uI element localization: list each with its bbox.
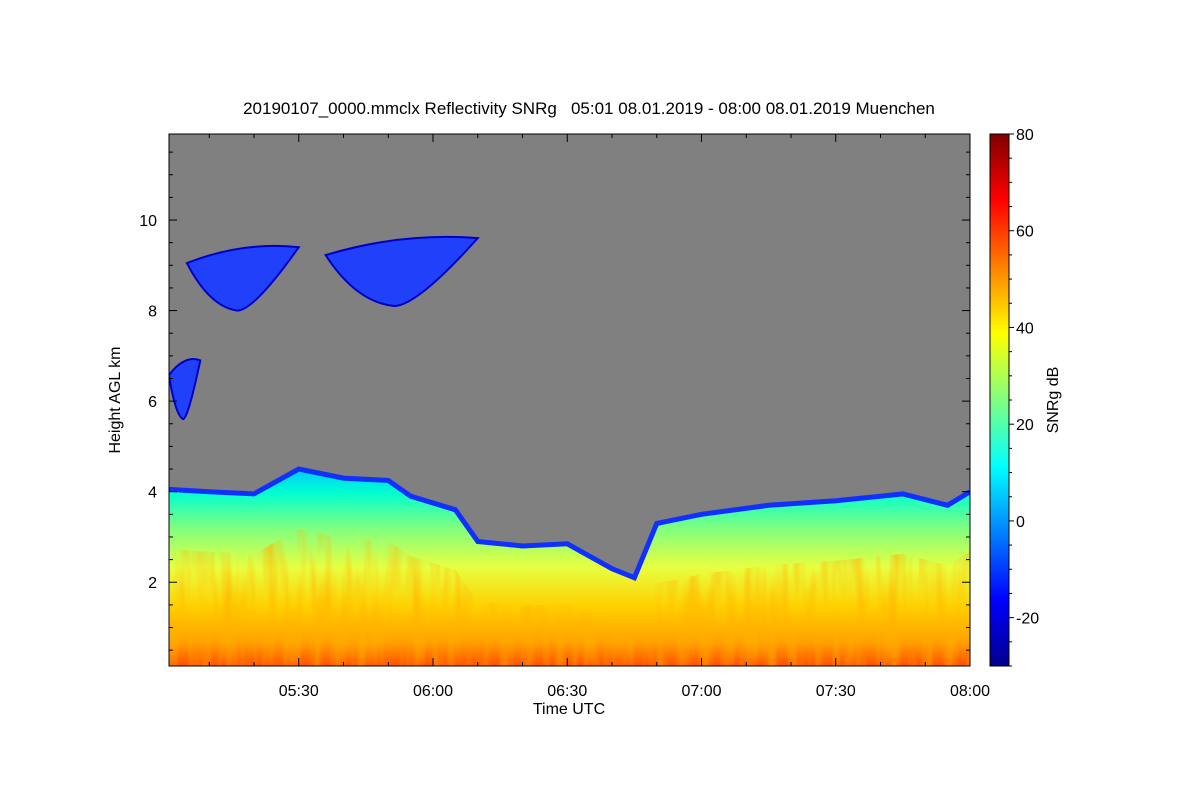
colorbar-label: SNRg dB: [1045, 367, 1062, 434]
colorbar-tick-label: 60: [1016, 224, 1034, 241]
colorbar-tick-label: 80: [1016, 127, 1034, 144]
x-tick-label: 06:00: [413, 683, 453, 700]
y-tick-label: 2: [148, 575, 157, 592]
cirrus-patch-edge-1: [324, 235, 480, 308]
y-axis-label: Height AGL km: [107, 346, 124, 453]
x-axis-label: Time UTC: [533, 701, 605, 718]
colorbar-tick-label: -20: [1016, 611, 1039, 628]
chart-title: 20190107_0000.mmclx Reflectivity SNRg 05…: [243, 99, 935, 118]
y-tick-label: 6: [148, 394, 157, 411]
low-cloud-streaks: [169, 529, 970, 666]
cirrus-patch-2: [169, 359, 201, 420]
cirrus-patch-0: [186, 245, 299, 311]
colorbar-tick-label: 20: [1016, 417, 1034, 434]
x-tick-label: 05:30: [279, 683, 319, 700]
y-tick-label: 10: [139, 213, 157, 230]
x-tick-label: 07:00: [681, 683, 721, 700]
colorbar-gradient: [989, 133, 1010, 667]
colorbar-tick-label: 40: [1016, 320, 1034, 337]
colorbar-tick-label: 0: [1016, 514, 1025, 531]
low-cloud-edge: [169, 466, 970, 581]
cirrus-layer: [169, 235, 480, 421]
cirrus-patch-1: [325, 236, 478, 307]
cirrus-patch-edge-0: [185, 244, 301, 312]
x-tick-label: 06:30: [547, 683, 587, 700]
colorbar-ticks: -20 0 20 40 60 80: [1009, 127, 1039, 667]
x-axis: 05:30 06:00 06:30 07:00 07:30 08:00: [208, 134, 990, 700]
y-tick-label: 8: [148, 304, 157, 321]
cirrus-patch-edge-2: [169, 358, 202, 421]
y-axis: 2 4 6 8 10: [139, 151, 970, 651]
x-tick-label: 08:00: [950, 683, 990, 700]
plot-frame: [168, 133, 971, 667]
y-tick-label: 4: [148, 485, 157, 502]
x-tick-label: 07:30: [816, 683, 856, 700]
plot-area: [169, 134, 970, 666]
colorbar: -20 0 20 40 60 80 SNRg dB: [989, 127, 1062, 667]
